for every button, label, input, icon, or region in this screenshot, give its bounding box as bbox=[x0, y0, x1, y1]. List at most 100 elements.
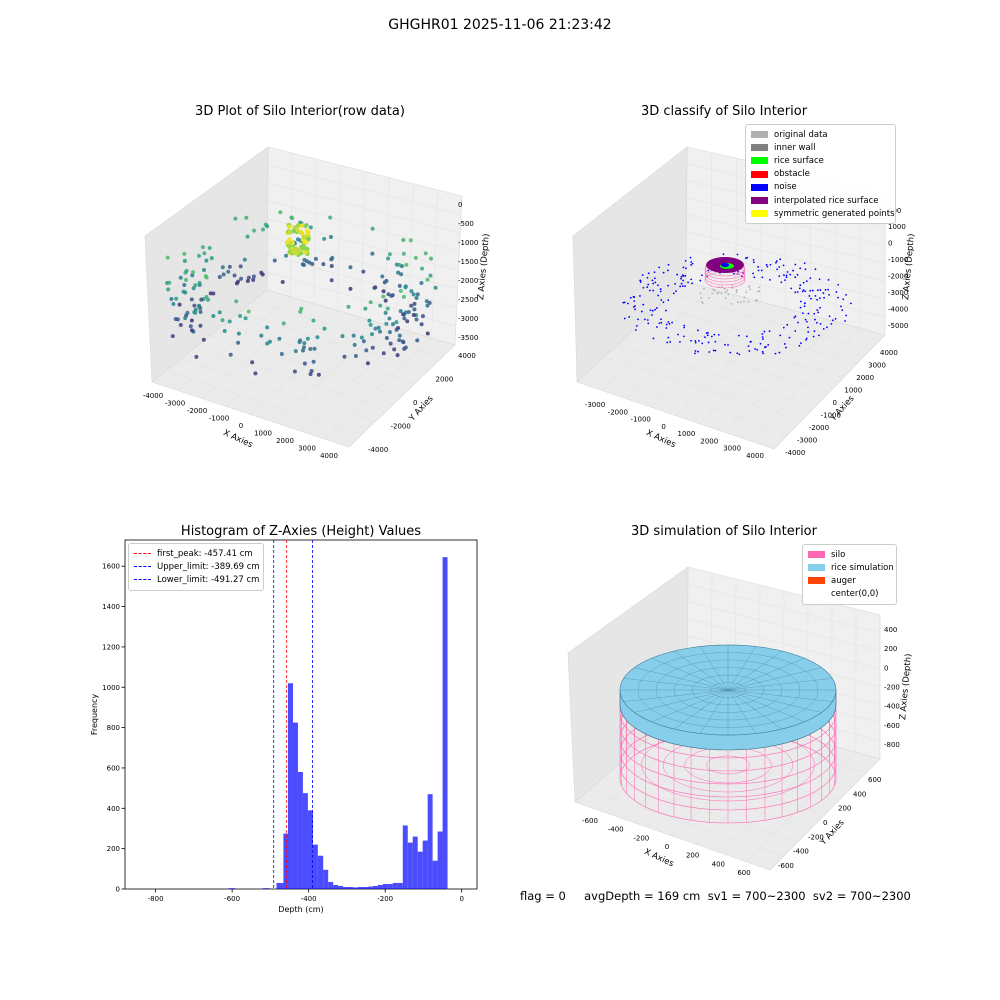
gridline bbox=[252, 301, 442, 359]
data-point bbox=[322, 236, 327, 241]
original-point bbox=[731, 284, 734, 287]
histogram-bar bbox=[358, 886, 363, 889]
data-point bbox=[239, 276, 244, 281]
histogram-bar bbox=[262, 888, 270, 889]
data-point bbox=[378, 303, 383, 308]
noise-point bbox=[816, 298, 818, 301]
noise-point bbox=[804, 302, 806, 305]
legend-item: Lower_limit: -491.27 cm bbox=[134, 573, 259, 586]
data-point bbox=[414, 317, 419, 322]
legend-label: rice surface bbox=[774, 155, 824, 166]
noise-point bbox=[807, 326, 809, 329]
data-point bbox=[401, 251, 406, 256]
noise-point bbox=[818, 278, 821, 281]
noise-point bbox=[789, 273, 792, 276]
x-tick-label: -400 bbox=[301, 895, 317, 903]
data-point bbox=[405, 319, 410, 324]
gridline bbox=[148, 218, 268, 310]
data-point bbox=[211, 313, 216, 318]
data-point bbox=[184, 268, 189, 273]
gridline bbox=[686, 264, 886, 318]
noise-point bbox=[785, 274, 788, 277]
data-point bbox=[232, 273, 237, 278]
noise-point bbox=[778, 266, 781, 268]
noise-point bbox=[814, 268, 817, 271]
data-point bbox=[301, 234, 307, 240]
legend-swatch bbox=[751, 197, 768, 205]
original-point bbox=[727, 293, 730, 296]
noise-point bbox=[656, 326, 658, 328]
data-point bbox=[220, 318, 225, 323]
x-tick-label: 600 bbox=[737, 869, 750, 877]
data-point bbox=[423, 251, 428, 256]
gridline bbox=[236, 169, 239, 314]
noise-point bbox=[841, 309, 844, 312]
noise-point bbox=[807, 331, 810, 333]
gridline bbox=[150, 271, 268, 365]
noise-point bbox=[802, 281, 805, 284]
data-point bbox=[193, 310, 198, 315]
subplot3-title: Histogram of Z-Axies (Height) Values bbox=[180, 524, 422, 539]
original-point bbox=[720, 292, 723, 295]
noise-point bbox=[691, 282, 694, 285]
data-point bbox=[238, 264, 243, 269]
x-tick-label: -400 bbox=[608, 826, 624, 834]
noise-point bbox=[701, 274, 703, 277]
data-point bbox=[329, 263, 334, 268]
data-point bbox=[227, 264, 232, 269]
data-point bbox=[398, 309, 403, 314]
data-point bbox=[236, 340, 241, 345]
noise-point bbox=[804, 318, 807, 321]
data-point bbox=[182, 258, 187, 263]
noise-point bbox=[683, 324, 686, 327]
noise-point bbox=[799, 342, 802, 345]
data-point bbox=[197, 283, 202, 288]
noise-point bbox=[647, 283, 650, 286]
data-point bbox=[377, 329, 382, 334]
x-tick-label: 0 bbox=[661, 423, 665, 431]
noise-point bbox=[667, 269, 669, 272]
x-tick-label: 0 bbox=[459, 895, 463, 903]
noise-point bbox=[679, 340, 681, 343]
subplot1-title: 3D Plot of Silo Interior(row data) bbox=[195, 104, 405, 119]
noise-point bbox=[627, 302, 629, 305]
noise-point bbox=[633, 296, 636, 298]
data-point bbox=[397, 283, 402, 288]
noise-point bbox=[816, 289, 819, 292]
noise-point bbox=[828, 293, 831, 296]
data-point bbox=[189, 297, 194, 302]
histogram-bar bbox=[348, 886, 354, 889]
noise-point bbox=[690, 278, 693, 281]
noise-point bbox=[805, 280, 808, 283]
noise-point bbox=[754, 348, 756, 350]
data-point bbox=[321, 262, 326, 267]
data-point bbox=[298, 229, 304, 235]
original-point bbox=[716, 292, 719, 295]
noise-point bbox=[785, 276, 788, 279]
data-point bbox=[370, 345, 375, 350]
gridline bbox=[407, 183, 414, 332]
x-tick-label: -800 bbox=[148, 895, 164, 903]
noise-point bbox=[657, 284, 659, 287]
histogram-bar bbox=[437, 831, 443, 889]
data-point bbox=[236, 331, 241, 336]
original-point bbox=[748, 285, 751, 288]
legend-label: rice simulation bbox=[831, 562, 894, 573]
noise-point bbox=[766, 265, 769, 268]
data-point bbox=[246, 309, 251, 314]
noise-point bbox=[658, 266, 661, 269]
y-axis-label: Frequency bbox=[90, 694, 99, 736]
data-point bbox=[227, 319, 232, 324]
rice-mesh-line bbox=[727, 689, 757, 734]
original-point bbox=[735, 289, 738, 292]
legend-label: silo bbox=[831, 549, 846, 560]
data-point bbox=[381, 351, 386, 356]
noise-point bbox=[682, 279, 684, 282]
data-point bbox=[228, 352, 233, 357]
data-point bbox=[292, 247, 298, 253]
y-tick-label: 0 bbox=[116, 886, 120, 894]
data-point bbox=[204, 275, 209, 280]
x-tick-label: 0 bbox=[665, 843, 669, 851]
legend-label: symmetric generated points bbox=[774, 208, 895, 219]
noise-point bbox=[778, 351, 781, 354]
